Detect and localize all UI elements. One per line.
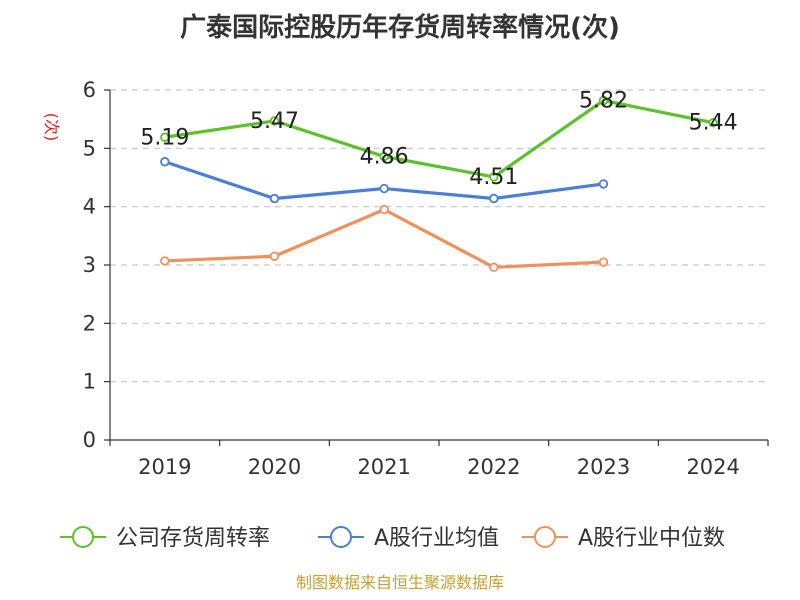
series-line <box>164 207 604 269</box>
x-tick-label: 2023 <box>577 455 630 479</box>
series-lines <box>160 95 718 273</box>
legend-marker-icon <box>330 526 352 548</box>
data-point <box>160 132 170 142</box>
legend-marker-icon <box>534 526 556 548</box>
legend-label: 公司存货周转率 <box>116 526 270 551</box>
y-tick-label: 3 <box>83 253 96 277</box>
data-point <box>489 172 499 182</box>
y-tick-label: 2 <box>83 311 96 335</box>
legend: 公司存货周转率 A股行业均值 A股行业中位数 <box>60 526 725 551</box>
data-label: 5.44 <box>689 111 738 136</box>
data-point <box>598 257 609 267</box>
y-tick-label: 5 <box>83 136 96 160</box>
data-point <box>379 183 389 194</box>
x-tick-label: 2020 <box>248 455 301 479</box>
legend-item: 公司存货周转率 <box>60 526 270 551</box>
data-point <box>269 251 280 261</box>
data-point <box>269 116 280 126</box>
source-note: 制图数据来自恒生聚源数据库 <box>296 573 504 592</box>
data-point <box>160 157 170 167</box>
data-point <box>708 117 718 128</box>
data-label: 4.86 <box>360 145 409 170</box>
data-point <box>489 193 499 204</box>
y-tick-label: 4 <box>83 195 96 219</box>
y-axis-unit: (次) <box>42 113 61 142</box>
data-point <box>598 179 609 189</box>
axes <box>104 89 769 446</box>
data-label: 5.82 <box>579 89 628 114</box>
data-label: 5.19 <box>140 125 189 150</box>
chart-title: 广泰国际控股历年存货周转率情况(次) <box>180 12 620 43</box>
data-point <box>379 151 389 162</box>
y-tick-label: 1 <box>83 370 96 394</box>
data-point <box>379 204 389 215</box>
y-tick-label: 6 <box>83 78 96 102</box>
legend-item: A股行业均值 <box>318 526 499 551</box>
data-label: 5.47 <box>250 109 299 134</box>
series-line <box>164 98 714 179</box>
data-point <box>160 256 170 266</box>
x-tick-label: 2024 <box>686 455 739 479</box>
x-tick-label: 2019 <box>138 455 191 479</box>
legend-label: A股行业均值 <box>374 526 499 551</box>
x-tick-label: 2021 <box>357 455 410 479</box>
data-point <box>489 262 499 273</box>
data-labels: 5.19 5.47 4.86 4.51 5.82 5.44 <box>140 89 737 190</box>
data-label: 4.51 <box>469 165 518 190</box>
x-tick-label: 2022 <box>467 455 520 479</box>
legend-item: A股行业中位数 <box>522 526 725 551</box>
x-axis-ticks: 2019 2020 2021 2022 2023 2024 <box>138 455 740 479</box>
y-axis-ticks: 0 1 2 3 4 5 6 <box>83 78 96 452</box>
grid-lines <box>110 89 768 383</box>
y-tick-label: 0 <box>83 428 96 452</box>
legend-marker-icon <box>72 526 94 548</box>
legend-label: A股行业中位数 <box>578 526 725 551</box>
data-point <box>598 95 609 106</box>
data-point <box>269 193 280 204</box>
